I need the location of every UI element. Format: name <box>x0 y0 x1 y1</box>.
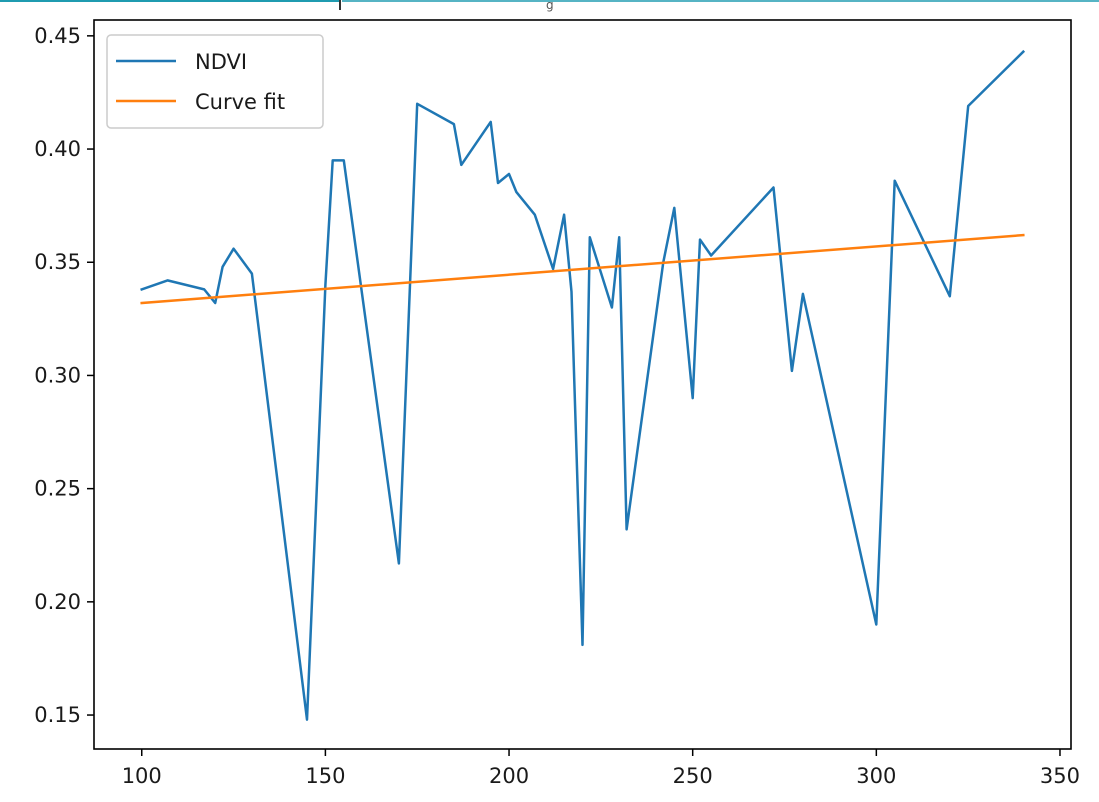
series-layer <box>140 49 1026 721</box>
series-ndvi-line <box>140 49 1026 721</box>
x-tick-label: 350 <box>1040 764 1080 788</box>
y-tick-label: 0.15 <box>34 703 81 727</box>
x-tick-label: 100 <box>122 764 162 788</box>
x-axis: 100 150 200 250 300 350 <box>122 749 1080 788</box>
legend: NDVI Curve fit <box>106 34 324 129</box>
x-tick-label: 150 <box>305 764 345 788</box>
x-tick-label: 200 <box>489 764 529 788</box>
y-tick-label: 0.30 <box>34 363 81 387</box>
legend-label-ndvi: NDVI <box>195 50 247 74</box>
y-axis: 0.15 0.20 0.25 0.30 0.35 0.40 0.45 <box>34 24 94 727</box>
top-strip-text: g <box>546 0 554 12</box>
plot-area: 0.15 0.20 0.25 0.30 0.35 0.40 0.45 100 150 200 25… <box>34 19 1080 788</box>
series-curve-fit-line <box>140 233 1025 305</box>
legend-box <box>106 34 324 129</box>
legend-label-curve-fit: Curve fit <box>195 90 285 114</box>
y-tick-label: 0.35 <box>34 250 81 274</box>
y-tick-label: 0.40 <box>34 137 81 161</box>
axes-frame <box>93 19 1072 750</box>
y-tick-label: 0.20 <box>34 590 81 614</box>
y-tick-label: 0.25 <box>34 477 81 501</box>
x-tick-label: 250 <box>673 764 713 788</box>
y-tick-label: 0.45 <box>34 24 81 48</box>
x-tick-label: 300 <box>856 764 896 788</box>
top-strip: g <box>0 0 1099 12</box>
